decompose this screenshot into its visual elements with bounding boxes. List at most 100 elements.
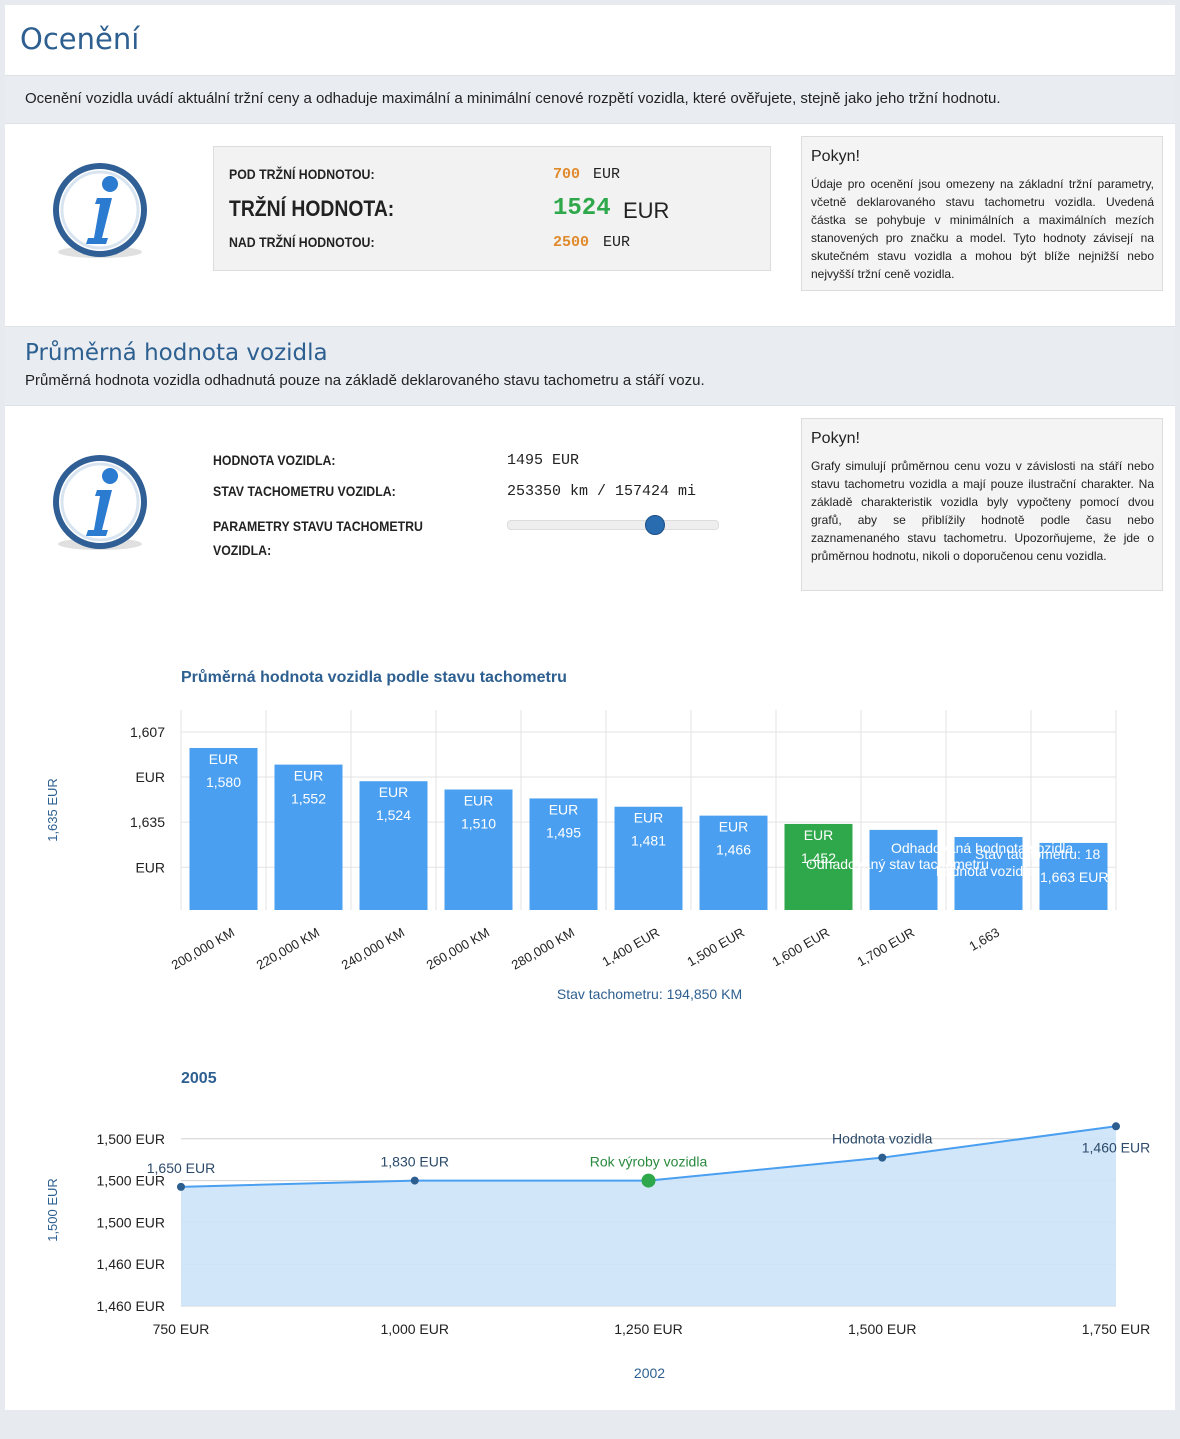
x-tick-label: 200,000 KM [169,925,237,973]
x-tick-label: 1,700 EUR [854,925,917,970]
note-text: Údaje pro ocenění jsou omezeny na základ… [811,177,1154,281]
value-label-unit: EUR [719,819,749,835]
point [177,1182,185,1191]
x-tick-label: 1,750 EUR [1082,1321,1150,1337]
x-tick-label: 260,000 KM [424,925,492,973]
y-axis-label: 1,635 EUR [45,778,60,842]
x-tick-label: 1,000 EUR [381,1321,449,1337]
vehicle-value: 253350 km / 157424 mi [507,483,697,500]
x-axis-label: 2002 [634,1365,665,1381]
value-label: 1,466 [716,842,751,858]
y-tick-label: 1,500 EUR [97,1214,165,1230]
bar [359,781,428,910]
tooltip-text: hodnota vozidla [936,863,1034,879]
valuation-unit: EUR [623,198,670,223]
area [181,1126,1116,1306]
vehicle-label: PARAMETRY STAVU TACHOMETRU VOZIDLA: [213,518,423,558]
value-label: 1,552 [291,791,326,807]
x-tick-label: 220,000 KM [254,925,322,973]
tooltip-text: 1,663 EUR [1040,869,1108,885]
bar [1039,842,1108,910]
value-label: 1,524 [376,807,411,823]
y-tick-label: 1,635 [130,814,165,830]
valuation-unit: EUR [593,166,621,183]
bar [954,837,1023,910]
value-label: 1,510 [461,816,496,832]
vehicle-label: HODNOTA VOZIDLA: [213,452,336,468]
bar [529,798,598,910]
valuation-box [213,146,771,271]
vehicle-value: 1495 EUR [507,452,580,469]
bar [189,747,258,910]
value-label: 1,580 [206,774,241,790]
bar [869,829,938,910]
point-label: Rok výroby vozidla [590,1154,708,1170]
value-label-unit: EUR [464,793,494,809]
slider-thumb[interactable] [645,515,665,535]
value-label-unit: EUR [209,751,239,767]
value-label-unit: EUR [804,827,834,843]
x-tick-label: 1,500 EUR [848,1321,916,1337]
description: Ocenění vozidla uvádí aktuální tržní cen… [25,90,1001,107]
point [410,1176,419,1185]
y-tick-label: EUR [135,859,165,875]
x-tick-label: 240,000 KM [339,925,407,973]
vehicle-label: STAV TACHOMETRU VOZIDLA: [213,483,396,499]
bar [444,789,513,910]
x-tick-label: 1,400 EUR [599,925,662,970]
x-axis-label: Stav tachometru: 194,850 KM [557,986,742,1002]
x-tick-label: 750 EUR [153,1321,210,1337]
point-label: 1,460 EUR [1082,1139,1150,1155]
point-label: 1,650 EUR [147,1160,215,1176]
valuation-label: POD TRŽNÍ HODNOTOU: [229,166,375,182]
note: Pokyn! Údaje pro ocenění jsou omezeny na… [801,136,1163,291]
note-text: Grafy simulují průměrnou cenu vozu v záv… [811,459,1154,563]
y-axis-label: 1,500 EUR [45,1178,60,1242]
point [641,1173,656,1188]
y-tick-label: 1,500 EUR [97,1131,165,1147]
y-tick-label: 1,460 EUR [97,1298,165,1314]
valuation-label: TRŽNÍ HODNOTA: [229,196,395,221]
tooltip-text: Odhadovaný stav tachometru [806,856,989,872]
section-title: Průměrná hodnota vozidla [25,340,328,366]
description-band [5,75,1175,124]
tooltip-text: Odhadovaná hodnota vozidla [891,840,1073,856]
x-tick-label: 1,600 EUR [769,925,832,970]
point-label: 1,830 EUR [381,1154,449,1170]
valuation-unit: EUR [603,234,631,251]
value-label: 1,481 [631,833,666,849]
chart-title: 2005 [181,1070,217,1087]
point-label: Hodnota vozidla [832,1131,933,1147]
x-tick-label: 1,250 EUR [614,1321,682,1337]
page-title: Ocenění [20,22,140,56]
valuation-value: 700 [553,166,581,183]
y-tick-label: 1,607 [130,724,165,740]
y-tick-label: 1,460 EUR [97,1256,165,1272]
value-label: 1,495 [546,824,581,840]
value-label-unit: EUR [549,801,579,817]
value-label-unit: EUR [379,784,409,800]
value-label-unit: EUR [294,768,324,784]
info-icon [53,163,147,258]
bar [784,823,853,910]
y-tick-label: EUR [135,769,165,785]
section-band [5,326,1175,406]
chart-title: Průměrná hodnota vozidla podle stavu tac… [181,669,567,686]
bar [614,806,683,910]
section-subtitle: Průměrná hodnota vozidla odhadnutá pouze… [25,372,705,389]
x-tick-label: 280,000 KM [509,925,577,973]
value-label-unit: EUR [634,810,664,826]
note-title: Pokyn! [811,430,860,447]
valuation-value: 2500 [553,234,590,251]
point [878,1153,887,1162]
note-title: Pokyn! [811,148,860,165]
note: Pokyn! Grafy simulují průměrnou cenu voz… [801,418,1163,591]
value-label: 1,452 [801,850,836,866]
valuation-value: 1524 [553,195,611,222]
slider-track[interactable] [507,520,719,530]
point [1112,1122,1120,1131]
info-icon [53,455,147,550]
